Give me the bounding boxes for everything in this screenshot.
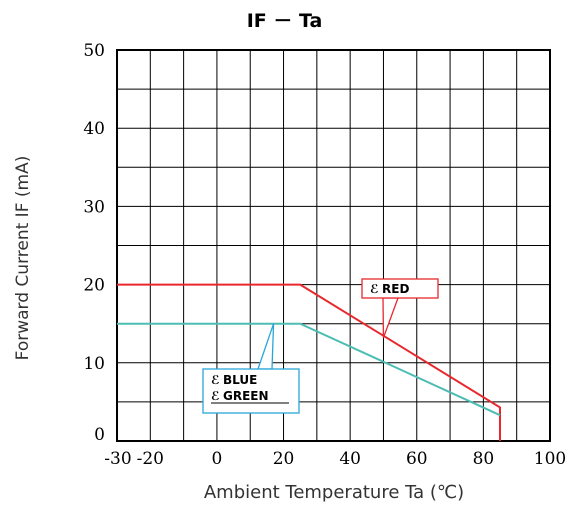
y-tick-label: 50	[83, 41, 105, 61]
series-line-red	[117, 283, 501, 441]
brand-logo-icon: ℰ	[211, 373, 220, 387]
callout-pointer-red	[382, 297, 399, 338]
x-tick-label: -20	[137, 449, 164, 469]
x-tick-label: 20	[273, 449, 295, 469]
callout-label-blue: BLUE	[223, 373, 257, 387]
y-tick-label: 30	[83, 197, 105, 217]
series-line-blue-green	[117, 322, 501, 417]
brand-logo-icon: ℰ	[211, 389, 220, 403]
y-tick-label: 40	[83, 119, 105, 139]
callout-label-green: GREEN	[223, 389, 269, 403]
brand-logo-icon: ℰ	[370, 282, 379, 296]
chart-title: IF － Ta	[246, 10, 323, 32]
callout-pointer-bluegreen	[257, 323, 275, 370]
y-tick-label: 0	[94, 425, 105, 445]
x-tick-label: -30	[104, 449, 131, 469]
x-tick-label: 40	[339, 449, 361, 469]
callout-box-bluegreen	[202, 368, 300, 414]
x-axis-title: Ambient Temperature Ta (℃)	[203, 482, 465, 503]
callout-box-red	[361, 278, 439, 299]
x-tick-label: 80	[473, 449, 495, 469]
x-tick-label: 100	[534, 449, 566, 469]
callout-label-red: RED	[382, 282, 409, 296]
x-tick-label: 0	[212, 449, 223, 469]
plot-frame	[116, 49, 551, 442]
x-tick-label: 60	[406, 449, 428, 469]
y-tick-label: 10	[83, 354, 105, 374]
y-tick-label: 20	[83, 276, 105, 296]
